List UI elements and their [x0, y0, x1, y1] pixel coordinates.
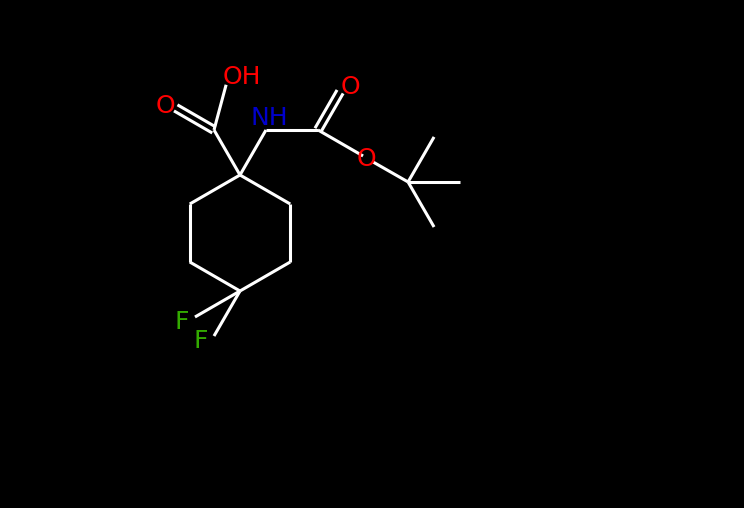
Text: OH: OH: [223, 65, 261, 89]
Text: O: O: [340, 75, 360, 99]
Text: O: O: [356, 147, 376, 171]
Text: O: O: [156, 94, 176, 118]
Text: NH: NH: [250, 106, 288, 130]
Text: F: F: [175, 310, 189, 334]
Text: F: F: [193, 329, 208, 353]
